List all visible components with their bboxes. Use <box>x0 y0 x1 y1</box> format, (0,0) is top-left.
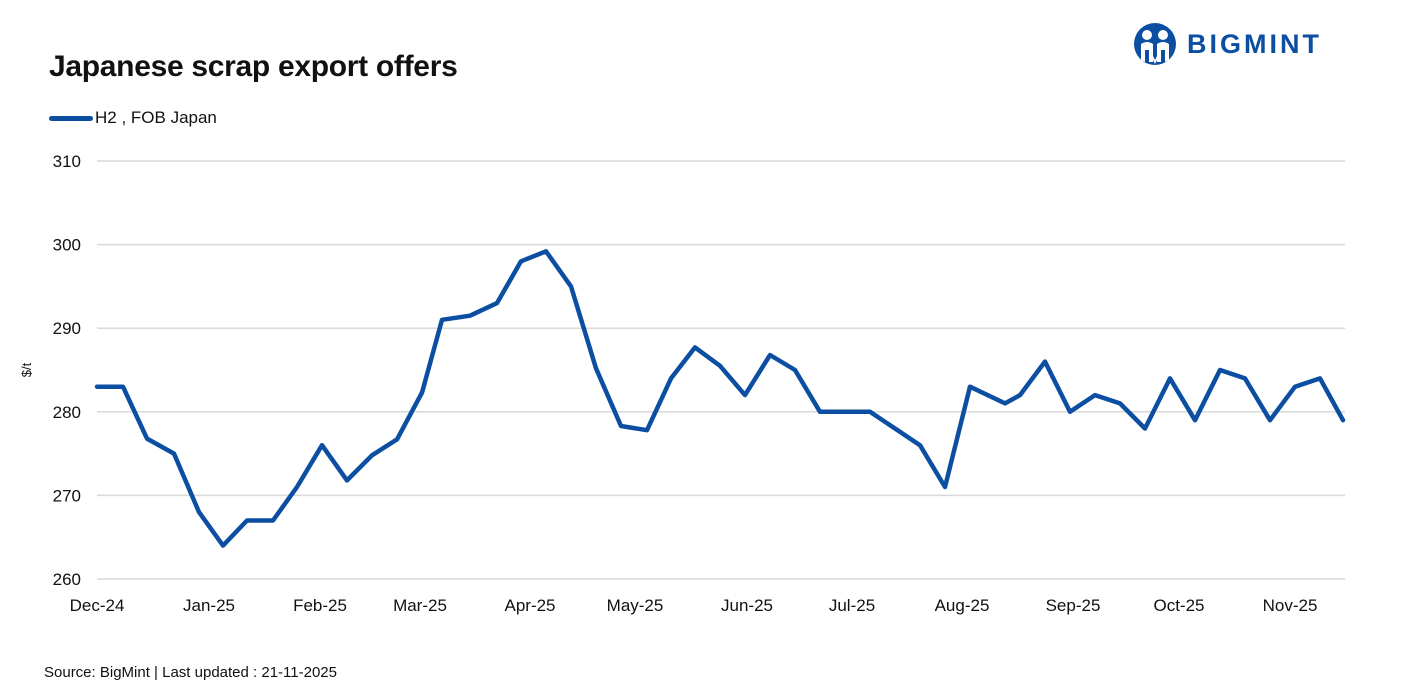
x-tick-label: Jan-25 <box>183 596 235 615</box>
x-tick-label: May-25 <box>607 596 664 615</box>
y-tick-label: 280 <box>53 403 81 422</box>
y-tick-label: 260 <box>53 570 81 589</box>
x-tick-label: Sep-25 <box>1046 596 1101 615</box>
legend: H2 , FOB Japan <box>49 108 217 128</box>
x-tick-label: Nov-25 <box>1263 596 1318 615</box>
y-tick-label: 290 <box>53 319 81 338</box>
logo-text: BIGMINT <box>1187 28 1322 59</box>
bigmint-logo: BIGMINT <box>1133 22 1322 66</box>
y-tick-label: 270 <box>53 486 81 505</box>
x-tick-label: Jul-25 <box>829 596 875 615</box>
x-tick-label: Apr-25 <box>504 596 555 615</box>
legend-swatch <box>49 115 93 121</box>
x-tick-label: Dec-24 <box>70 596 125 615</box>
series-line-h2-fob-japan <box>94 249 1346 548</box>
gridlines <box>97 160 1345 580</box>
x-tick-label: Oct-25 <box>1153 596 1204 615</box>
legend-label: H2 , FOB Japan <box>95 108 217 127</box>
x-tick-label: Aug-25 <box>935 596 990 615</box>
y-tick-label: 310 <box>53 152 81 171</box>
x-axis-ticks: Dec-24 Jan-25 Feb-25 Mar-25 Apr-25 May-25 Jun-… <box>70 596 1318 615</box>
x-tick-label: Jun-25 <box>721 596 773 615</box>
bigmint-people-icon <box>1134 23 1176 65</box>
y-tick-label: 300 <box>53 236 81 255</box>
x-tick-label: Mar-25 <box>393 596 447 615</box>
y-axis-ticks: 260 270 280 290 300 310 <box>53 152 81 589</box>
source-note: Source: BigMint | Last updated : 21-11-2… <box>44 664 337 681</box>
x-tick-label: Feb-25 <box>293 596 347 615</box>
y-axis-label: $/t <box>19 362 34 377</box>
chart-title: Japanese scrap export offers <box>49 50 458 83</box>
